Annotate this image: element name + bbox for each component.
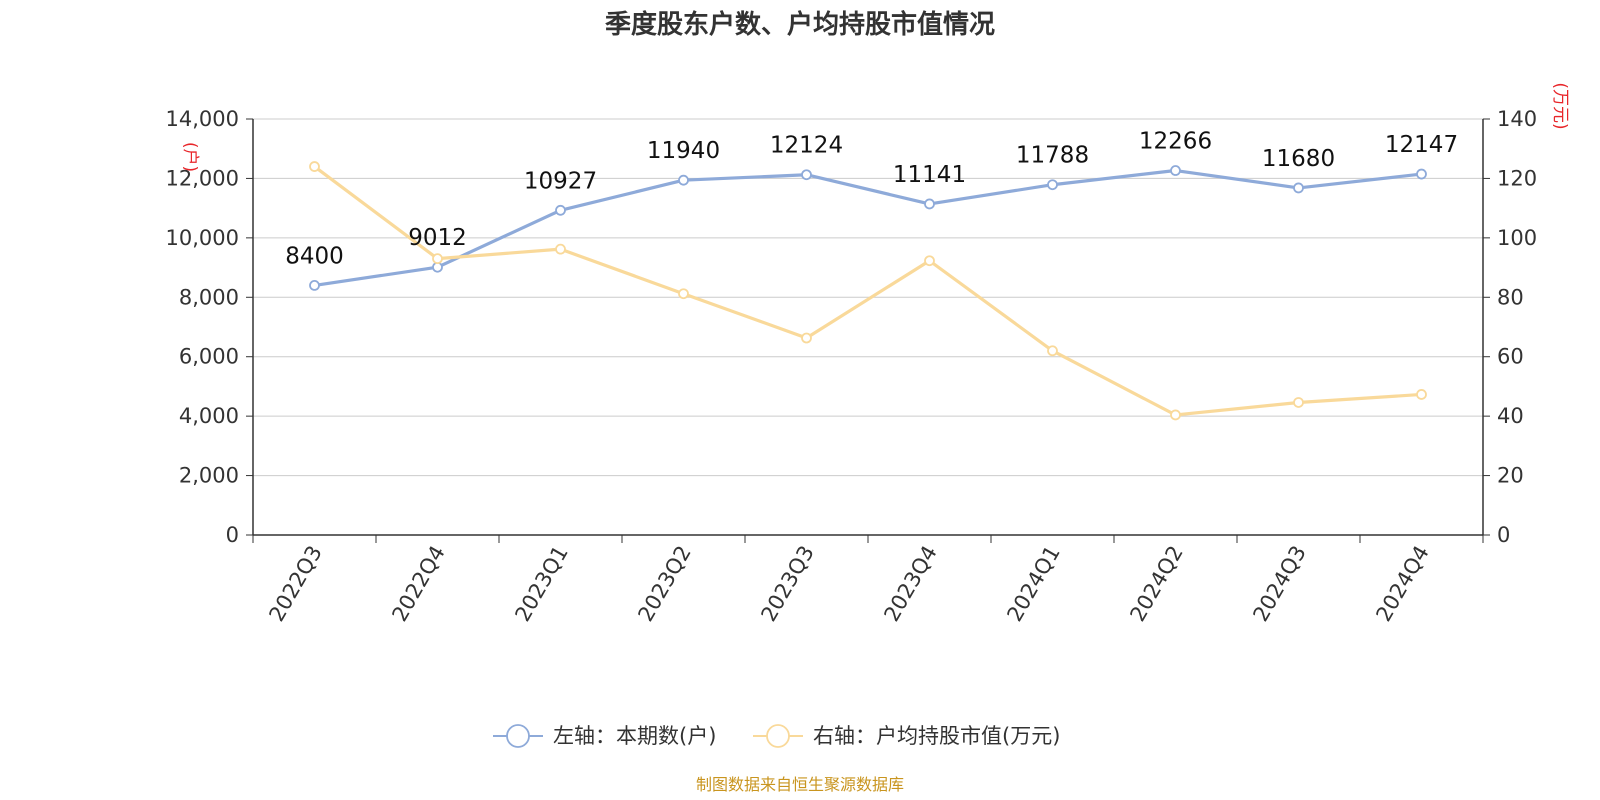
data-label: 10927 <box>524 168 597 194</box>
left-axis-tick-label: 10,000 <box>166 226 239 250</box>
data-point <box>1293 182 1304 194</box>
data-point <box>309 161 320 172</box>
axis-layer: 0 2,000 4,000 6,000 8,000 10,000 12,000 14,000 0… <box>166 82 1570 625</box>
series-layer <box>309 161 1427 421</box>
data-point <box>432 253 443 265</box>
data-label: 12147 <box>1385 132 1458 158</box>
data-point <box>1170 409 1181 421</box>
data-point <box>1416 168 1427 180</box>
data-point <box>309 279 320 291</box>
right-axis-tick-label: 80 <box>1497 285 1524 309</box>
data-label: 8400 <box>285 243 344 269</box>
x-axis-tick-label: 2022Q4 <box>387 542 449 626</box>
label-layer: 8400 9012 10927 11940 12124 11141 11788 12266 11… <box>285 129 1458 270</box>
legend-marker <box>506 724 530 748</box>
data-label: 9012 <box>408 225 467 251</box>
source-note: 制图数据来自恒生聚源数据库 <box>696 775 904 794</box>
data-point <box>432 261 443 273</box>
data-point <box>678 288 689 300</box>
data-point <box>1416 389 1427 400</box>
series-line-1 <box>314 168 1422 287</box>
data-point <box>555 204 566 216</box>
data-label: 11141 <box>893 162 966 188</box>
left-axis-tick-label: 2,000 <box>179 464 239 488</box>
data-label: 12266 <box>1139 129 1212 155</box>
data-point <box>555 243 566 255</box>
data-label: 12124 <box>770 133 843 159</box>
legend-item-label: 右轴：户均持股市值(万元) <box>813 724 1060 748</box>
chart-title: 季度股东户数、户均持股市值情况 <box>605 9 995 40</box>
left-axis-tick-label: 6,000 <box>179 345 239 369</box>
x-axis-tick-label: 2024Q1 <box>1002 542 1064 626</box>
data-point <box>1047 345 1058 357</box>
left-axis-tick-label: 0 <box>226 523 239 547</box>
data-label: 11940 <box>647 138 720 164</box>
x-axis-tick-label: 2024Q4 <box>1371 542 1433 626</box>
x-axis-tick-label: 2023Q3 <box>756 542 818 626</box>
series-line-2 <box>313 165 1422 417</box>
right-axis-tick-label: 60 <box>1497 345 1524 369</box>
data-label: 11788 <box>1016 143 1089 169</box>
legend-marker <box>766 724 790 748</box>
right-axis-tick-label: 40 <box>1497 404 1524 428</box>
data-point <box>924 198 935 210</box>
right-axis-tick-label: 100 <box>1497 226 1537 250</box>
right-axis-tick-label: 20 <box>1497 464 1524 488</box>
data-point <box>801 169 812 181</box>
right-axis-tick-label: 140 <box>1497 107 1537 131</box>
x-axis-tick-label: 2024Q3 <box>1248 542 1310 626</box>
left-axis-tick-label: 14,000 <box>166 107 239 131</box>
left-axis-unit: (户) <box>180 142 200 172</box>
legend-item-label: 左轴：本期数(户) <box>553 724 716 748</box>
left-axis-tick-label: 4,000 <box>179 404 239 428</box>
data-point <box>1293 397 1304 408</box>
data-point <box>801 332 812 344</box>
x-axis-tick-label: 2023Q4 <box>879 542 941 626</box>
x-axis-tick-label: 2024Q2 <box>1125 542 1187 626</box>
data-point <box>1170 165 1181 176</box>
left-axis-tick-label: 12,000 <box>166 166 239 190</box>
x-axis-tick-label: 2022Q3 <box>264 542 326 626</box>
right-axis-tick-label: 120 <box>1497 166 1537 190</box>
left-axis-tick-label: 8,000 <box>179 285 239 309</box>
x-axis-tick-label: 2023Q2 <box>633 542 695 626</box>
data-point <box>1047 179 1058 191</box>
data-label: 11680 <box>1262 146 1335 172</box>
x-axis-tick-label: 2023Q1 <box>510 542 572 626</box>
data-point <box>924 255 935 267</box>
right-axis-tick-label: 0 <box>1497 523 1510 547</box>
grid-layer <box>253 118 1483 477</box>
data-point <box>678 174 689 186</box>
right-axis-unit: (万元) <box>1550 82 1570 129</box>
legend[interactable]: 左轴：本期数(户) 右轴：户均持股市值(万元) <box>493 724 1060 748</box>
